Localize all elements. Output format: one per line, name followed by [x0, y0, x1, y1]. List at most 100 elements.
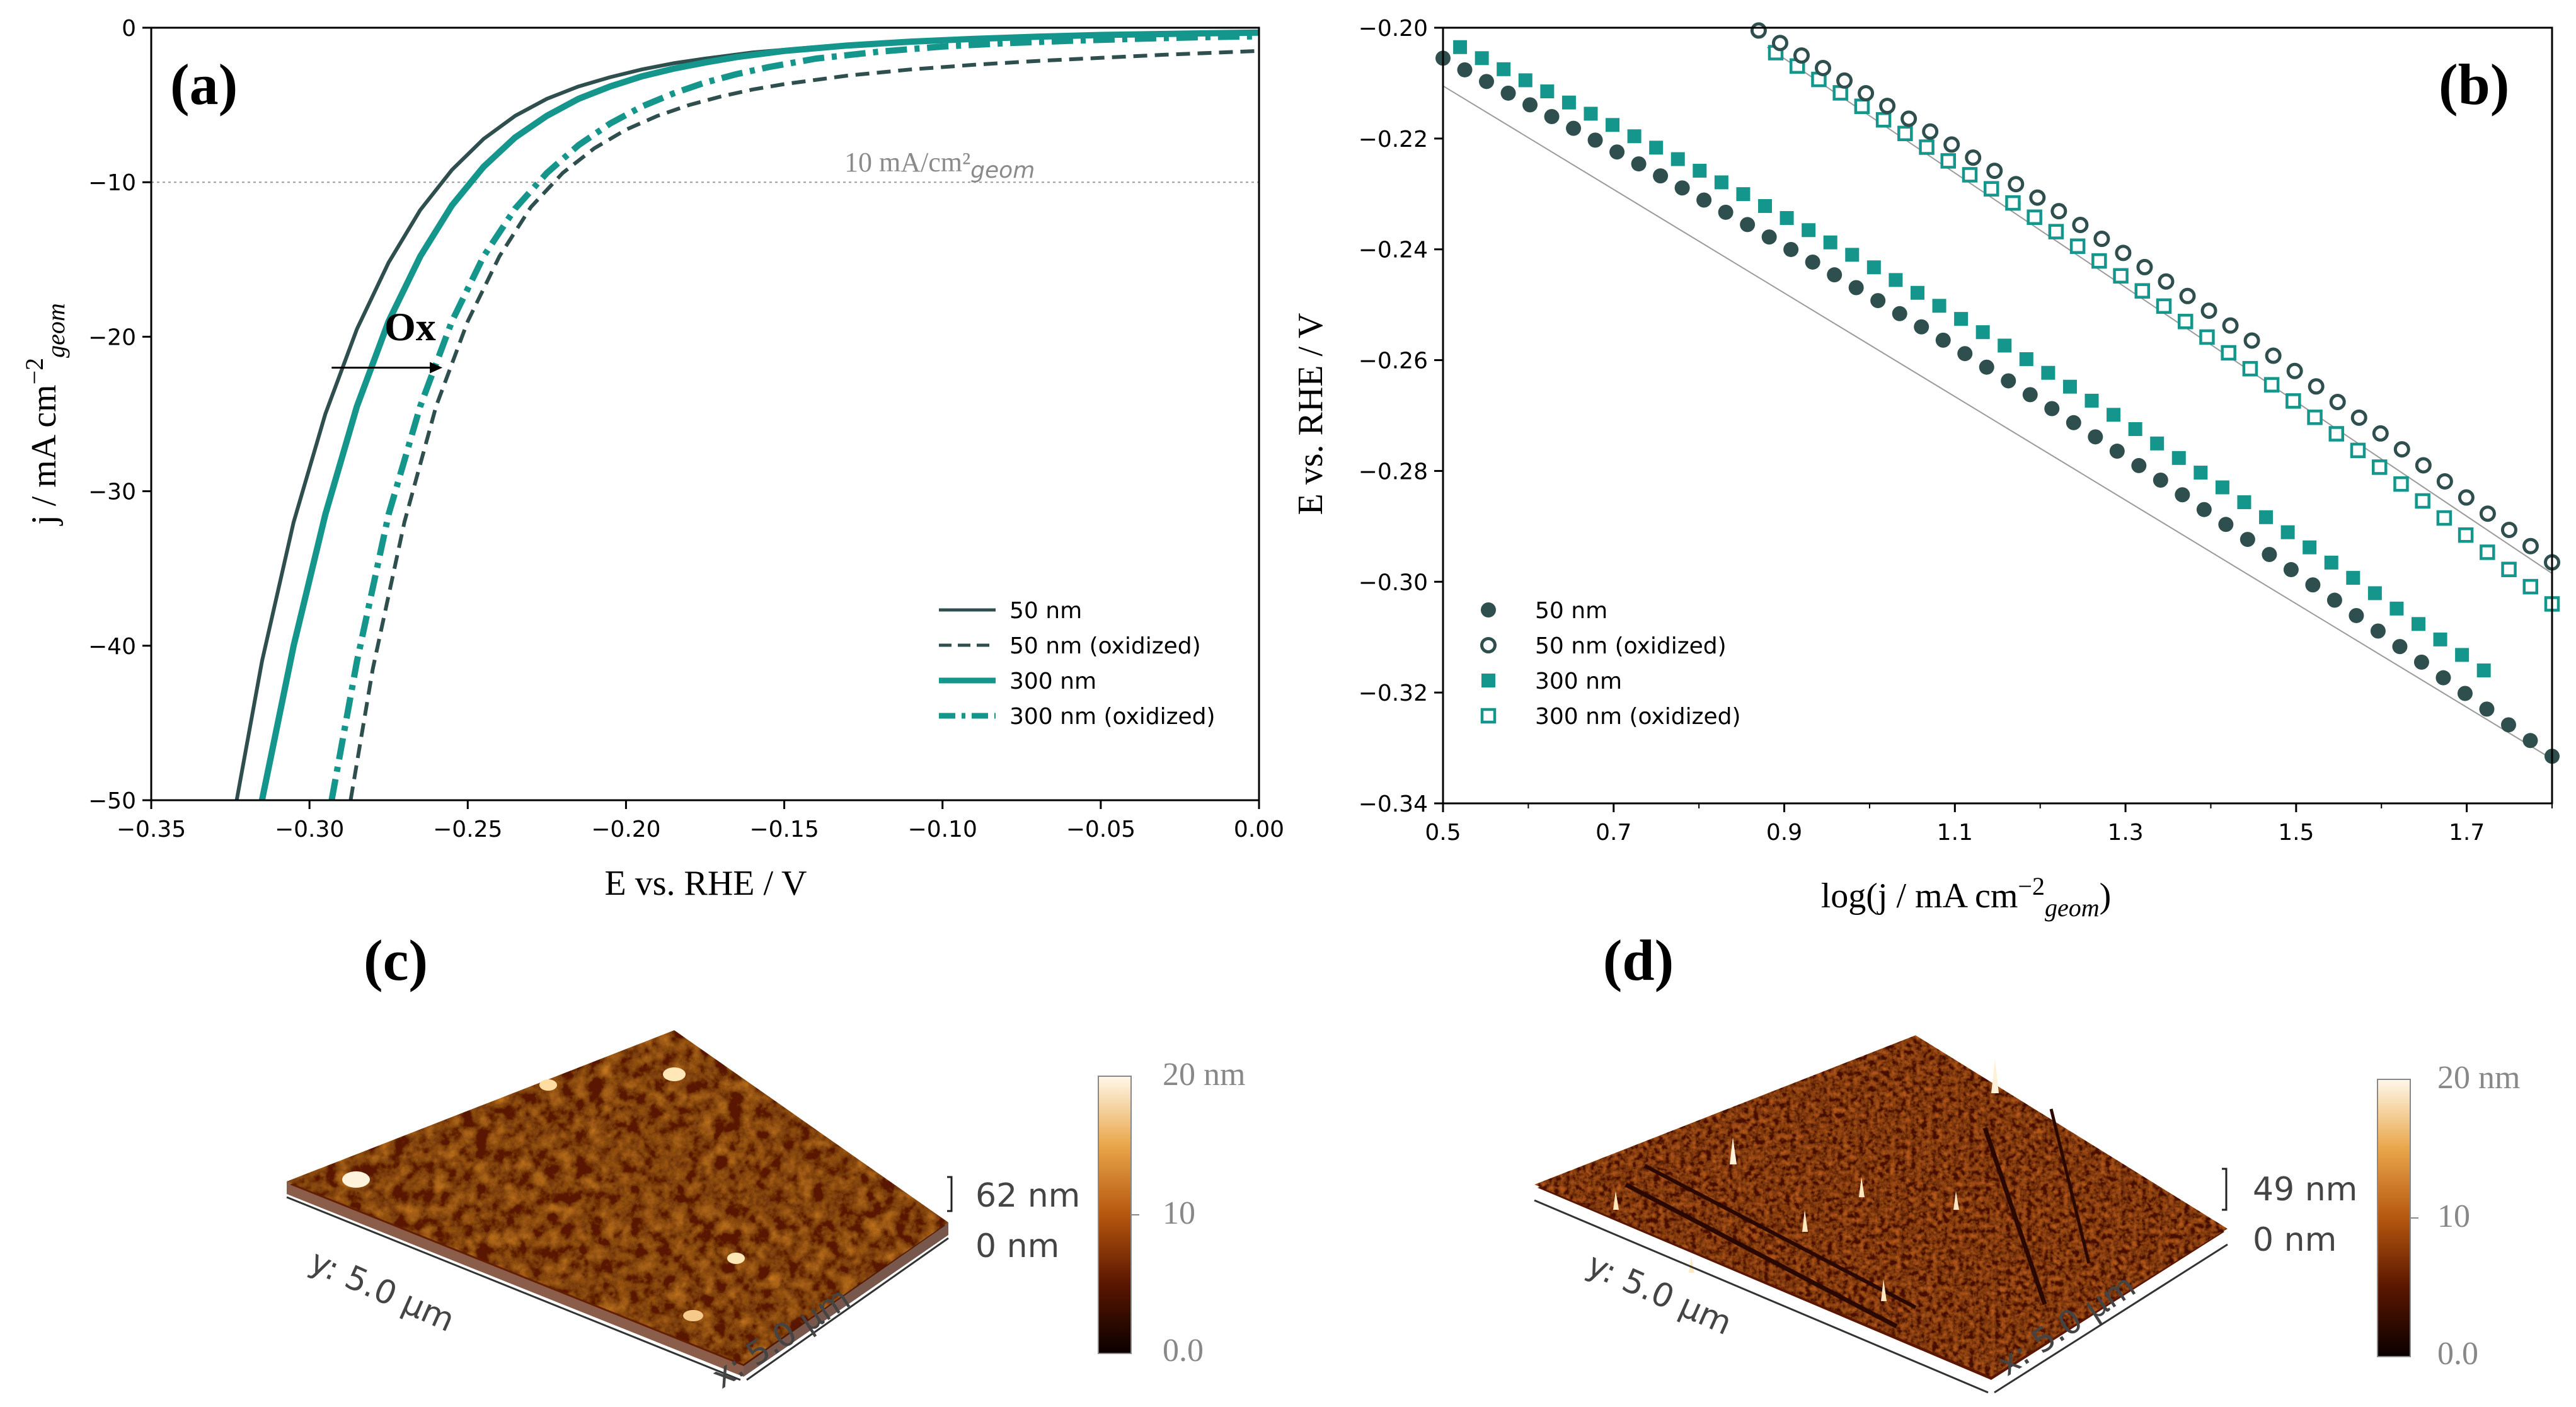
data-point — [2259, 510, 2274, 524]
oxidation-annotation: Ox — [384, 304, 436, 349]
data-point — [2367, 586, 2382, 600]
data-point — [2324, 555, 2338, 570]
data-point — [1457, 62, 1473, 78]
afm-scratch — [1982, 1127, 2047, 1306]
data-point — [1854, 98, 1870, 114]
data-point — [1879, 98, 1896, 115]
data-point — [2008, 176, 2025, 193]
data-point — [2415, 493, 2430, 509]
data-point — [2222, 317, 2239, 334]
data-point — [2329, 393, 2346, 410]
afm-peak — [1689, 1257, 1694, 1273]
data-point — [1875, 112, 1892, 128]
data-point — [1584, 106, 1598, 121]
data-point — [1914, 319, 1929, 335]
afm-peak — [1802, 1210, 1808, 1232]
data-point — [2215, 480, 2229, 495]
data-point — [1932, 299, 1946, 313]
afm-surface-c — [287, 1030, 948, 1364]
legend-label-a: 50 nm — [1009, 598, 1082, 624]
data-point — [2308, 378, 2325, 395]
legend-marker-b — [1480, 637, 1497, 653]
panel-label-d: (d) — [1603, 928, 1674, 992]
y-tick-label-a: −20 — [88, 324, 136, 350]
data-point — [2411, 617, 2425, 631]
data-point — [1674, 180, 1690, 196]
data-point — [1954, 312, 1969, 326]
data-point — [2303, 540, 2317, 554]
y-tick-label-b: −0.26 — [1359, 348, 1428, 374]
data-point — [1609, 144, 1625, 160]
series-300-nm-oxidized- — [1768, 45, 2560, 612]
data-point — [1922, 123, 1939, 140]
x-tick-label-b: 0.9 — [1766, 820, 1802, 846]
data-point — [2221, 345, 2236, 361]
series-line-50-nm-oxidized- — [348, 49, 1260, 801]
data-point — [1606, 118, 1620, 132]
data-point — [1870, 293, 1886, 309]
series-300-nm — [1453, 40, 2491, 677]
y-tick-label-b: −0.32 — [1359, 681, 1428, 706]
afm-panel-c: (c) y: 5.0 µm x: 5.0 µm 62 nm 0 nm 20 nm… — [286, 928, 1245, 1396]
afm-peak — [1859, 1177, 1865, 1197]
data-point — [1771, 35, 1788, 52]
y-tick-label-b: −0.28 — [1359, 459, 1428, 485]
afm-x-axis-line-c — [746, 1237, 949, 1381]
data-point — [2218, 517, 2234, 532]
y-tick-label-b: −0.20 — [1359, 16, 1428, 42]
data-point — [2196, 502, 2212, 517]
data-point — [2435, 670, 2451, 686]
data-point — [1670, 152, 1685, 166]
panel-label-a: (a) — [170, 52, 238, 117]
data-point — [2372, 425, 2389, 442]
legend-label-a: 300 nm — [1009, 669, 1096, 694]
data-point — [2393, 476, 2409, 492]
y-tick-label-b: −0.30 — [1359, 570, 1428, 595]
afm-peak — [727, 1253, 745, 1264]
data-point — [1910, 285, 1924, 300]
data-point — [1889, 273, 1903, 287]
chart-b: 0.5 0.7 0.9 1.1 1.3 1.5 1.7 −0.20 −0.22 −0.24 −0.2… — [1291, 16, 2560, 922]
data-point — [2242, 360, 2258, 377]
data-point — [2371, 459, 2388, 475]
oxidation-arrow — [331, 362, 443, 374]
data-point — [2134, 283, 2151, 299]
data-point — [2171, 451, 2186, 465]
data-point — [2113, 268, 2129, 284]
y-tick-label-a: −40 — [88, 634, 136, 660]
afm-panel-d: (d) y: 5.0 µm x: 5.0 µm 49 nm 0 nm 20 nm… — [1534, 928, 2520, 1394]
data-point — [1805, 254, 1820, 270]
colorbar-mid-c: 10 — [1163, 1195, 1195, 1231]
afm-edge-left-c — [287, 1181, 744, 1377]
data-point — [2019, 352, 2033, 366]
y-tick-label-b: −0.22 — [1359, 127, 1428, 152]
data-point — [2240, 532, 2255, 548]
data-point — [1975, 325, 1990, 340]
data-point — [2262, 546, 2277, 562]
afm-z-range-c: 62 nm — [975, 1177, 1080, 1215]
data-point — [2022, 387, 2038, 403]
afm-z-zero-d: 0 nm — [2253, 1221, 2337, 1259]
afm-z-bracket-c — [947, 1176, 953, 1212]
data-point — [1943, 136, 1960, 153]
data-point — [2179, 287, 2196, 304]
data-point — [2479, 505, 2496, 522]
data-point — [1983, 181, 1999, 197]
data-point — [2027, 209, 2042, 225]
data-point — [1750, 22, 1767, 39]
data-point — [2479, 701, 2495, 717]
data-point — [2041, 365, 2056, 380]
data-point — [1518, 73, 1532, 88]
afm-peak — [1613, 1191, 1619, 1210]
data-point — [1986, 163, 2003, 180]
data-point — [2413, 654, 2429, 670]
data-point — [2393, 441, 2410, 458]
x-tick-label-a: 0.00 — [1234, 817, 1284, 842]
data-point — [2328, 426, 2345, 442]
legend-label-b: 50 nm — [1535, 598, 1607, 624]
afm-scratch — [1624, 1182, 1898, 1329]
data-point — [1696, 192, 1712, 208]
data-point — [1475, 51, 1489, 66]
data-point — [2389, 601, 2404, 616]
y-axis-label-a: j / mA cm−2geom — [20, 303, 70, 526]
